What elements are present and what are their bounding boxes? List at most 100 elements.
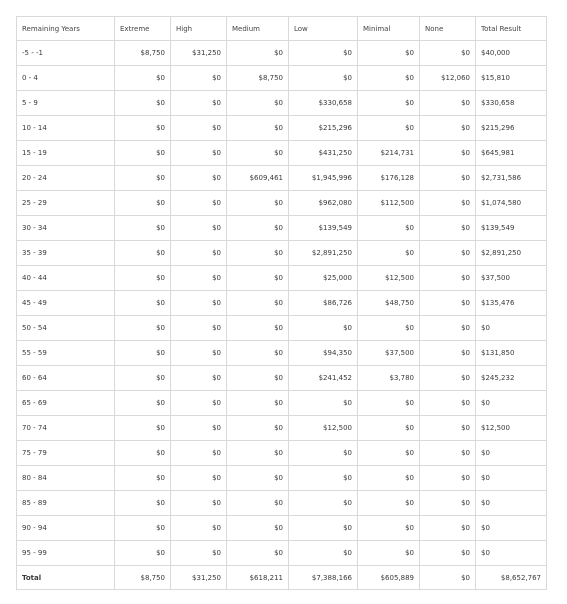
cell-total-result[interactable]: $0 [475, 490, 547, 516]
cell-high[interactable]: $0 [170, 490, 227, 516]
cell-medium[interactable]: $0 [226, 140, 289, 166]
cell-low[interactable]: $0 [288, 490, 358, 516]
cell-medium[interactable]: $0 [226, 340, 289, 366]
cell-extreme[interactable]: $0 [114, 290, 171, 316]
cell-low[interactable]: $0 [288, 65, 358, 91]
cell-low[interactable]: $0 [288, 40, 358, 66]
cell-medium[interactable]: $0 [226, 190, 289, 216]
cell-low[interactable]: $2,891,250 [288, 240, 358, 266]
cell-none[interactable]: $0 [419, 90, 476, 116]
cell-high[interactable]: $0 [170, 415, 227, 441]
cell-minimal[interactable]: $0 [357, 40, 420, 66]
cell-medium[interactable]: $8,750 [226, 65, 289, 91]
cell-minimal[interactable]: $214,731 [357, 140, 420, 166]
cell-medium[interactable]: $0 [226, 440, 289, 466]
cell-low[interactable]: $241,452 [288, 365, 358, 391]
cell-total-result[interactable]: $40,000 [475, 40, 547, 66]
cell-none[interactable]: $0 [419, 115, 476, 141]
cell-total-result[interactable]: $1,074,580 [475, 190, 547, 216]
cell-total-result[interactable]: $15,810 [475, 65, 547, 91]
cell-medium[interactable]: $0 [226, 490, 289, 516]
total-cell-none[interactable]: $0 [419, 565, 476, 590]
cell-minimal[interactable]: $12,500 [357, 265, 420, 291]
cell-minimal[interactable]: $0 [357, 465, 420, 491]
cell-total-result[interactable]: $131,850 [475, 340, 547, 366]
cell-low[interactable]: $0 [288, 465, 358, 491]
cell-low[interactable]: $25,000 [288, 265, 358, 291]
cell-low[interactable]: $1,945,996 [288, 165, 358, 191]
cell-minimal[interactable]: $0 [357, 490, 420, 516]
cell-extreme[interactable]: $0 [114, 65, 171, 91]
cell-extreme[interactable]: $0 [114, 215, 171, 241]
cell-minimal[interactable]: $0 [357, 115, 420, 141]
cell-total-result[interactable]: $0 [475, 515, 547, 541]
cell-medium[interactable]: $0 [226, 265, 289, 291]
cell-total-result[interactable]: $645,981 [475, 140, 547, 166]
column-header-remaining-years[interactable]: Remaining Years [16, 16, 115, 41]
cell-total-result[interactable]: $135,476 [475, 290, 547, 316]
cell-none[interactable]: $0 [419, 240, 476, 266]
cell-medium[interactable]: $0 [226, 240, 289, 266]
column-header-extreme[interactable]: Extreme [114, 16, 171, 41]
cell-none[interactable]: $0 [419, 540, 476, 566]
cell-medium[interactable]: $0 [226, 40, 289, 66]
cell-none[interactable]: $0 [419, 190, 476, 216]
cell-high[interactable]: $0 [170, 65, 227, 91]
cell-minimal[interactable]: $0 [357, 540, 420, 566]
cell-medium[interactable]: $0 [226, 365, 289, 391]
cell-high[interactable]: $0 [170, 540, 227, 566]
cell-medium[interactable]: $0 [226, 290, 289, 316]
cell-total-result[interactable]: $245,232 [475, 365, 547, 391]
column-header-total-result[interactable]: Total Result [475, 16, 547, 41]
cell-low[interactable]: $0 [288, 315, 358, 341]
cell-high[interactable]: $0 [170, 140, 227, 166]
cell-total-result[interactable]: $12,500 [475, 415, 547, 441]
cell-extreme[interactable]: $0 [114, 440, 171, 466]
cell-medium[interactable]: $0 [226, 315, 289, 341]
cell-high[interactable]: $0 [170, 215, 227, 241]
cell-low[interactable]: $12,500 [288, 415, 358, 441]
column-header-medium[interactable]: Medium [226, 16, 289, 41]
cell-extreme[interactable]: $0 [114, 390, 171, 416]
cell-high[interactable]: $0 [170, 315, 227, 341]
cell-total-result[interactable]: $2,731,586 [475, 165, 547, 191]
cell-none[interactable]: $0 [419, 390, 476, 416]
cell-total-result[interactable]: $2,891,250 [475, 240, 547, 266]
cell-total-result[interactable]: $0 [475, 440, 547, 466]
cell-total-result[interactable]: $330,658 [475, 90, 547, 116]
cell-total-result[interactable]: $0 [475, 315, 547, 341]
cell-none[interactable]: $0 [419, 465, 476, 491]
cell-high[interactable]: $0 [170, 265, 227, 291]
cell-low[interactable]: $962,080 [288, 190, 358, 216]
cell-none[interactable]: $0 [419, 415, 476, 441]
cell-high[interactable]: $0 [170, 165, 227, 191]
cell-none[interactable]: $12,060 [419, 65, 476, 91]
cell-high[interactable]: $0 [170, 390, 227, 416]
cell-low[interactable]: $0 [288, 390, 358, 416]
cell-total-result[interactable]: $0 [475, 540, 547, 566]
cell-none[interactable]: $0 [419, 490, 476, 516]
total-cell-low[interactable]: $7,388,166 [288, 565, 358, 590]
cell-medium[interactable]: $0 [226, 415, 289, 441]
cell-high[interactable]: $0 [170, 190, 227, 216]
cell-medium[interactable]: $0 [226, 540, 289, 566]
cell-none[interactable]: $0 [419, 265, 476, 291]
cell-high[interactable]: $0 [170, 115, 227, 141]
cell-high[interactable]: $0 [170, 515, 227, 541]
cell-extreme[interactable]: $0 [114, 90, 171, 116]
cell-medium[interactable]: $0 [226, 465, 289, 491]
cell-medium[interactable]: $0 [226, 115, 289, 141]
cell-extreme[interactable]: $0 [114, 315, 171, 341]
cell-minimal[interactable]: $48,750 [357, 290, 420, 316]
cell-minimal[interactable]: $0 [357, 415, 420, 441]
cell-high[interactable]: $31,250 [170, 40, 227, 66]
cell-total-result[interactable]: $0 [475, 390, 547, 416]
cell-minimal[interactable]: $176,128 [357, 165, 420, 191]
cell-extreme[interactable]: $0 [114, 415, 171, 441]
total-cell-grand-total[interactable]: $8,652,767 [475, 565, 547, 590]
cell-none[interactable]: $0 [419, 290, 476, 316]
cell-minimal[interactable]: $37,500 [357, 340, 420, 366]
cell-extreme[interactable]: $0 [114, 115, 171, 141]
cell-extreme[interactable]: $0 [114, 140, 171, 166]
cell-low[interactable]: $139,549 [288, 215, 358, 241]
